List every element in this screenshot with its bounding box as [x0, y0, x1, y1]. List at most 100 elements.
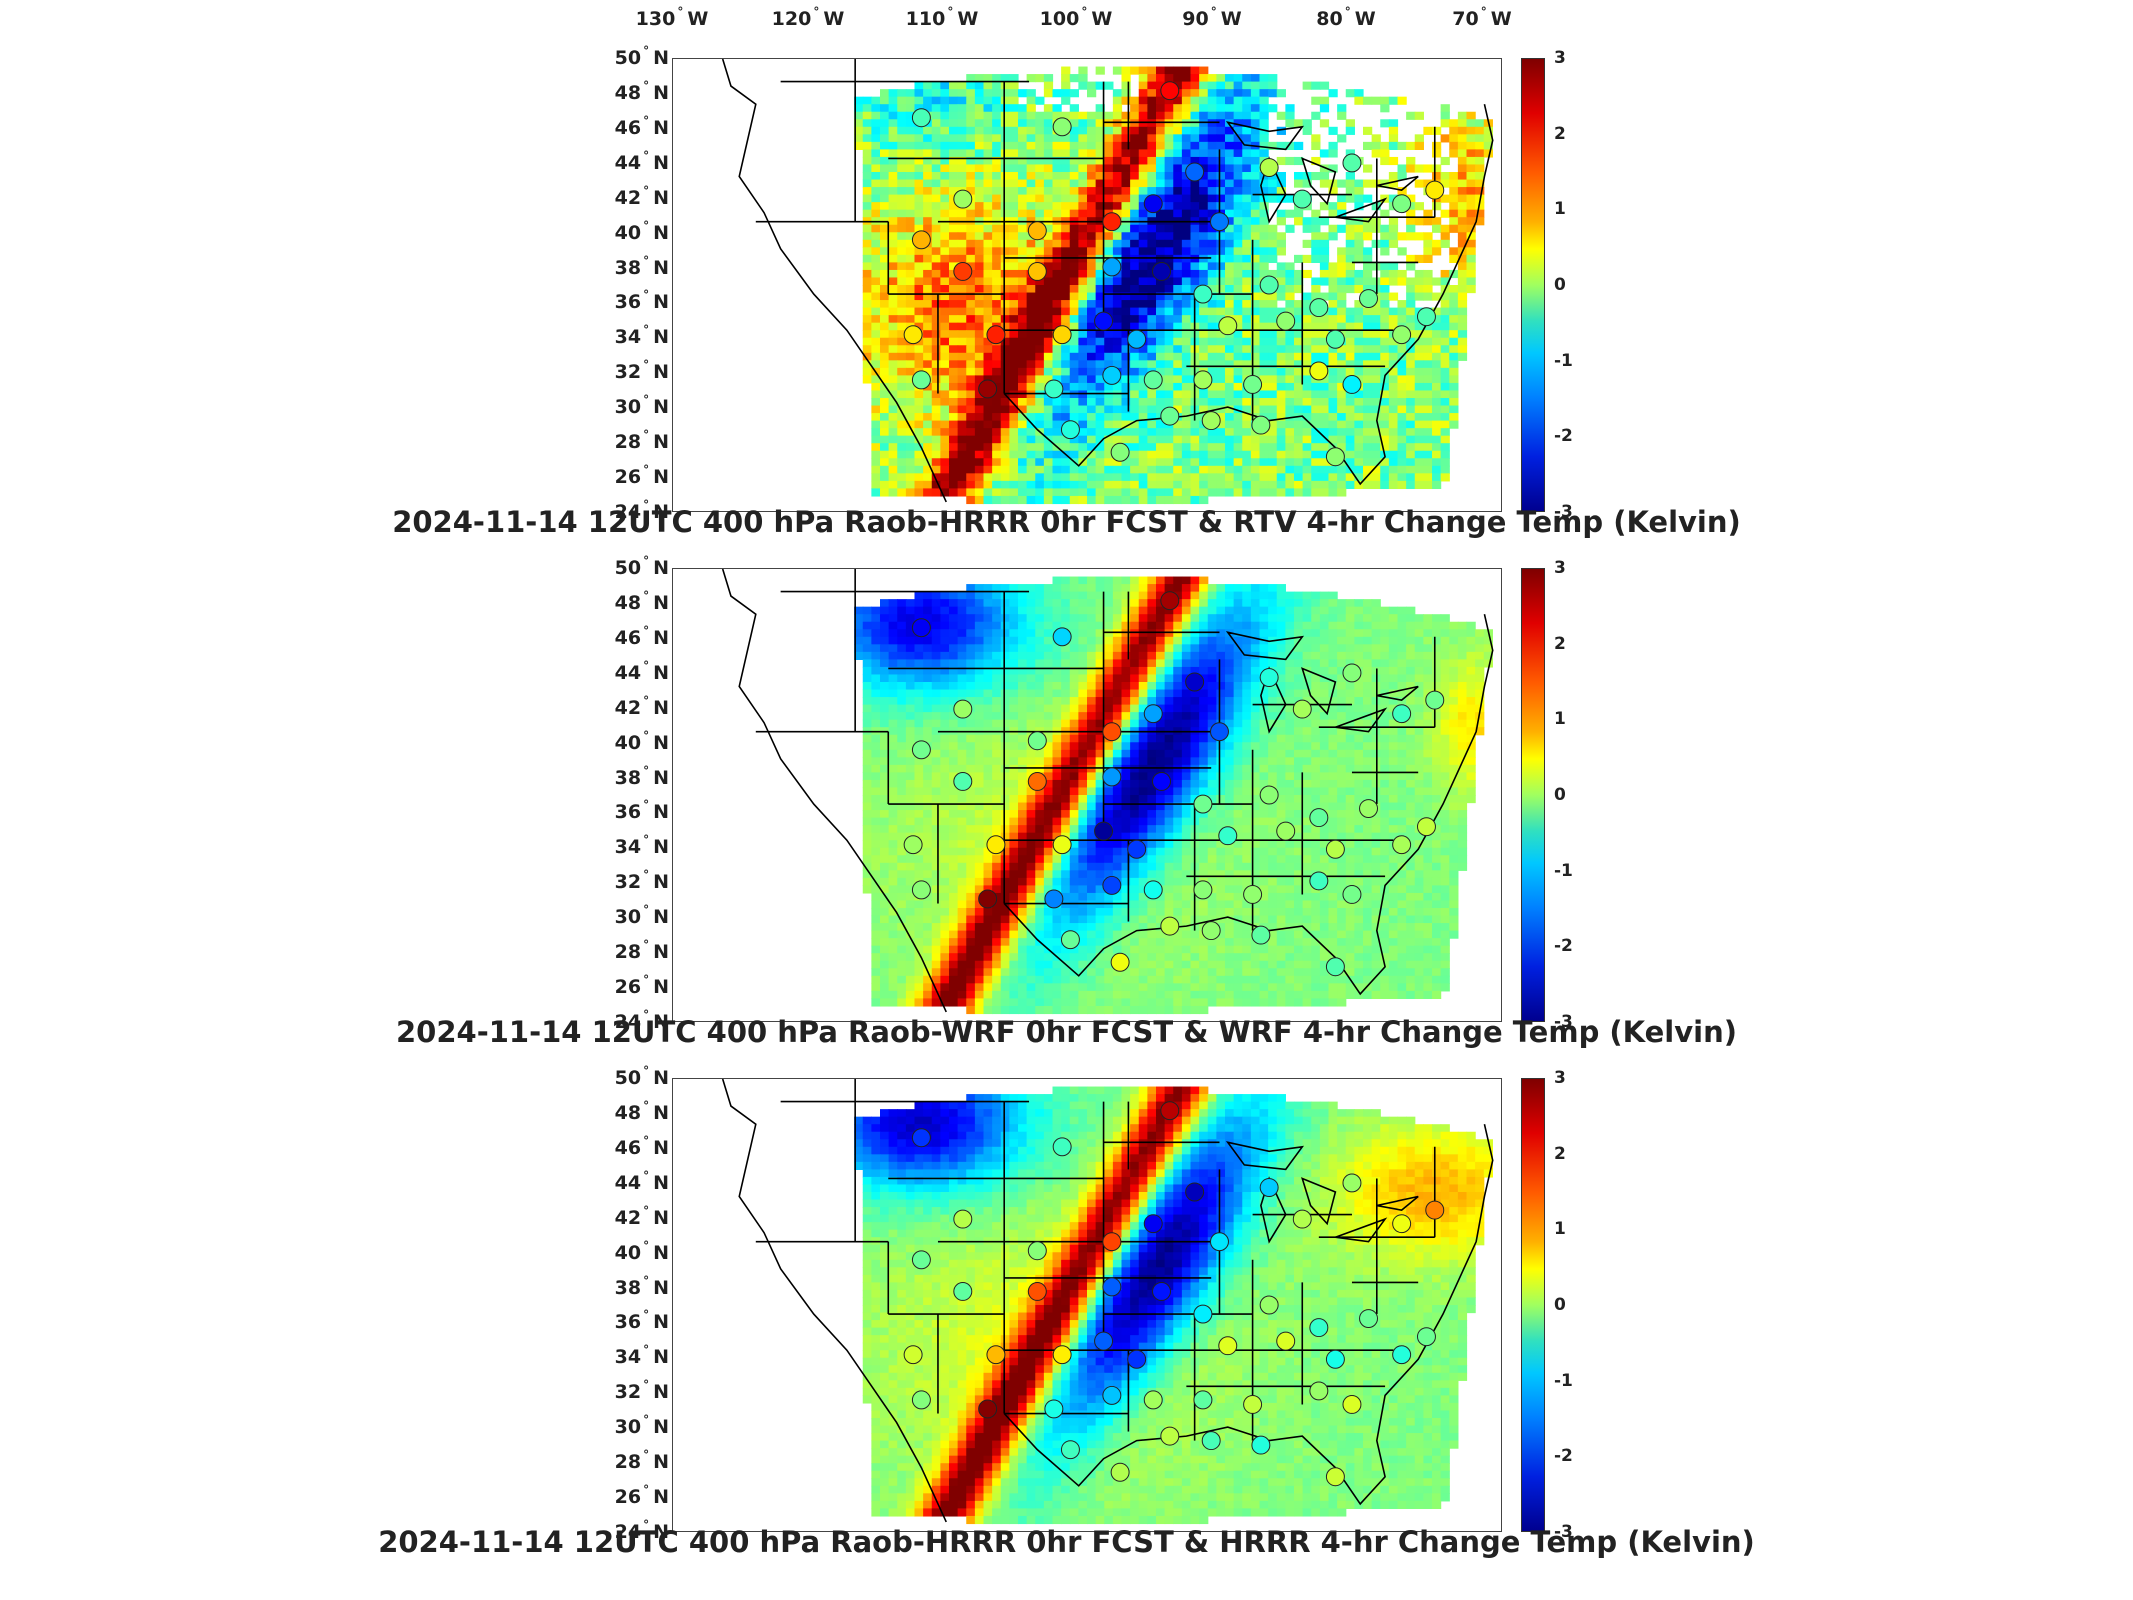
lat-label-48: 48 ° N [614, 1098, 669, 1124]
map-plot-area [672, 568, 1502, 1022]
raob-station-marker [1259, 1178, 1279, 1197]
raob-station-marker [1027, 1282, 1047, 1301]
raob-station-marker [1359, 1309, 1378, 1328]
raob-station-marker [1218, 316, 1238, 336]
raob-stations [903, 591, 1445, 977]
raob-station-marker [1052, 835, 1072, 855]
panel-title: 2024-11-14 12UTC 400 hPa Raob-WRF 0hr FC… [395, 1015, 1737, 1049]
raob-station-marker [1276, 311, 1296, 331]
lat-label-40: 40 ° N [614, 728, 669, 754]
colorbar-tick-label: 3 [1554, 558, 1566, 578]
lat-label-26: 26 ° N [614, 1483, 669, 1509]
raob-station-marker [1102, 257, 1122, 277]
raob-station-marker [1027, 731, 1047, 751]
lat-label-38: 38 ° N [614, 253, 669, 279]
raob-station-marker [1243, 375, 1263, 394]
west-coastline [721, 59, 947, 503]
raob-station-marker [1193, 794, 1213, 814]
raob-station-marker [1417, 307, 1436, 327]
lat-label-34: 34 ° N [614, 833, 669, 859]
raob-station-marker [1110, 1462, 1130, 1482]
raob-station-marker [1259, 1295, 1279, 1315]
raob-station-marker [1044, 889, 1064, 909]
temperature-change-field [721, 59, 1494, 505]
great-lake-outline [1376, 685, 1419, 701]
raob-station-marker [978, 1399, 998, 1419]
great-lake-outline [1260, 666, 1287, 734]
raob-station-marker [1102, 212, 1122, 232]
raob-station-marker [1102, 1232, 1122, 1252]
raob-station-marker [1259, 158, 1279, 177]
lat-label-30: 30 ° N [614, 393, 669, 419]
great-lake-outline [1376, 175, 1419, 191]
lat-label-40: 40 ° N [614, 1238, 669, 1264]
raob-station-marker [1027, 772, 1047, 791]
lat-label-30: 30 ° N [614, 1413, 669, 1439]
raob-station-marker [1052, 627, 1072, 647]
raob-station-marker [1342, 885, 1362, 904]
raob-station-marker [911, 880, 931, 900]
east-gulf-coastline [1003, 104, 1494, 486]
raob-station-marker [1276, 821, 1296, 841]
raob-station-marker [1052, 117, 1072, 137]
raob-station-marker [1325, 1349, 1345, 1369]
colorbar-tick-label: -3 [1554, 502, 1573, 522]
great-lake-outline [1260, 156, 1287, 224]
colorbar-tick-label: -1 [1554, 860, 1573, 881]
great-lake-outline [1335, 1217, 1388, 1243]
colorbar [1521, 1078, 1545, 1532]
raob-station-marker [978, 379, 998, 399]
raob-station-marker [1094, 1331, 1114, 1351]
raob-station-marker [911, 740, 931, 760]
colorbar-tick-label: -2 [1554, 1446, 1573, 1467]
lat-label-42: 42 ° N [614, 183, 669, 209]
colorbar-tick-label: -3 [1554, 1012, 1573, 1032]
lat-label-24: 24 ° N [614, 1518, 669, 1543]
raob-station-marker [978, 889, 998, 909]
raob-station-marker [1027, 262, 1047, 281]
raob-station-marker [1102, 1277, 1122, 1297]
raob-station-marker [1392, 835, 1412, 855]
raob-station-marker [911, 1128, 931, 1148]
raob-station-marker [1425, 1200, 1445, 1220]
raob-station-marker [1276, 1331, 1296, 1351]
lat-label-38: 38 ° N [614, 763, 669, 789]
lon-label-110: 110 ° W [905, 5, 979, 30]
colorbar-tick-label: 0 [1554, 785, 1566, 805]
colorbar-tick-label: 3 [1554, 48, 1566, 68]
great-lake-outline [1301, 667, 1337, 716]
raob-station-marker [1251, 415, 1271, 435]
raob-station-marker [953, 1282, 973, 1301]
raob-station-marker [953, 699, 973, 719]
raob-station-marker [1060, 1440, 1080, 1460]
raob-station-marker [1052, 325, 1072, 345]
raob-station-marker [1127, 329, 1147, 349]
colorbar-tick-label: -2 [1554, 426, 1573, 447]
raob-station-marker [1027, 1241, 1047, 1261]
west-coastline [721, 569, 947, 1013]
lat-label-50: 50 ° N [614, 44, 669, 69]
raob-station-marker [953, 262, 973, 281]
raob-station-marker [1201, 1431, 1221, 1451]
raob-station-marker [1193, 880, 1213, 900]
lat-label-44: 44 ° N [614, 148, 669, 174]
lat-label-50: 50 ° N [614, 1064, 669, 1089]
raob-station-marker [1218, 826, 1238, 846]
raob-station-marker [1309, 1318, 1329, 1338]
raob-station-marker [1060, 420, 1080, 440]
raob-station-marker [1193, 1304, 1213, 1324]
colorbar-tick-label: 1 [1554, 199, 1566, 220]
lat-label-32: 32 ° N [614, 1378, 669, 1404]
raob-station-marker [1094, 311, 1114, 331]
lat-label-44: 44 ° N [614, 1168, 669, 1194]
lat-label-46: 46 ° N [614, 113, 669, 139]
raob-station-marker [1160, 916, 1180, 936]
raob-station-marker [1060, 930, 1080, 950]
raob-station-marker [1052, 1137, 1072, 1157]
raob-station-marker [1309, 361, 1329, 381]
raob-station-marker [1185, 1182, 1205, 1202]
raob-station-marker [1259, 668, 1279, 687]
raob-station-marker [1143, 880, 1163, 900]
raob-station-marker [1309, 1381, 1329, 1401]
raob-station-marker [1392, 1345, 1412, 1365]
